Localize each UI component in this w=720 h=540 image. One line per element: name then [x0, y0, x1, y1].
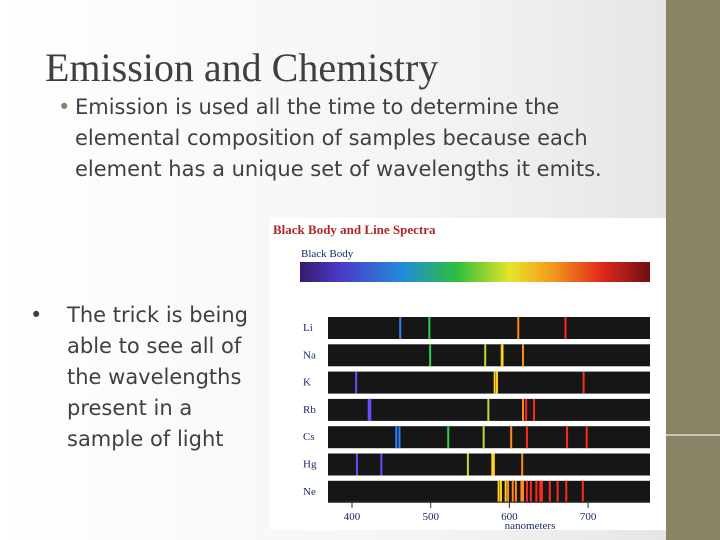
spectral-line	[517, 317, 520, 339]
spectral-line	[484, 344, 487, 367]
axis-tick-label: 600	[501, 511, 518, 523]
spectral-line	[565, 480, 568, 503]
spectral-line	[566, 426, 569, 449]
spectral-line	[429, 344, 432, 367]
spectra-figure: Black Body and Line Spectra Black Body L…	[270, 218, 666, 530]
spectral-line	[520, 480, 523, 503]
element-label: Ne	[303, 486, 316, 498]
black-body-spectrum	[300, 262, 650, 282]
spectral-line	[510, 426, 513, 449]
line-spectrum	[328, 371, 650, 394]
spectral-line	[525, 480, 528, 503]
spectral-line	[380, 453, 383, 476]
spectral-line	[585, 426, 588, 449]
spectral-line	[491, 453, 494, 476]
spectral-line	[507, 480, 510, 503]
spectral-line	[497, 480, 500, 503]
spectral-line	[487, 398, 490, 421]
spectral-line	[521, 344, 524, 367]
bullet-dot: •	[58, 95, 71, 119]
element-label: Cs	[303, 431, 315, 443]
axis-tick-label: 400	[344, 511, 361, 523]
slide-title: Emission and Chemistry	[45, 45, 439, 90]
spectral-line	[367, 398, 370, 421]
spectral-line	[499, 480, 502, 503]
spectral-line	[466, 453, 469, 476]
spectral-line	[581, 480, 584, 503]
spectral-line	[521, 453, 524, 476]
spectral-line	[525, 398, 528, 421]
spectral-line	[582, 371, 585, 394]
spectral-line	[369, 398, 372, 421]
bullet-text: Emission is used all the time to determi…	[75, 95, 602, 181]
spectral-line	[514, 480, 517, 503]
element-label: K	[303, 377, 311, 389]
spectral-line	[355, 453, 358, 476]
spectral-line	[501, 344, 504, 367]
spectral-line	[493, 371, 496, 394]
element-label: Hg	[303, 459, 317, 471]
axis-tick-label: 500	[422, 511, 439, 523]
line-spectrum	[328, 453, 650, 476]
line-spectrum	[328, 480, 650, 503]
line-spectrum	[328, 344, 650, 367]
spectral-line	[398, 426, 401, 449]
spectral-line	[525, 426, 528, 449]
axis-tick-label: 700	[580, 511, 597, 523]
spectral-line	[548, 480, 551, 503]
line-spectrum	[328, 317, 650, 339]
spectral-line	[504, 480, 507, 503]
bullet-text: The trick is being able to see all of th…	[67, 303, 248, 451]
spectral-line	[521, 398, 524, 421]
spectral-line	[556, 480, 559, 503]
spectral-line	[535, 480, 538, 503]
spectral-line	[539, 480, 542, 503]
spectral-line	[529, 480, 532, 503]
spectral-line	[482, 426, 485, 449]
spectral-line	[428, 317, 431, 339]
line-spectrum	[328, 426, 650, 449]
spectral-line	[447, 426, 450, 449]
spectral-line	[492, 453, 495, 476]
spectral-line	[399, 317, 402, 339]
axis-label: nanometers	[505, 520, 556, 530]
element-label: Li	[303, 322, 313, 334]
spectral-line	[355, 371, 358, 394]
spectral-line	[496, 371, 499, 394]
spectral-line	[395, 426, 398, 449]
bullet-dot: •	[30, 303, 43, 327]
spectral-line	[533, 398, 536, 421]
spectral-line	[511, 480, 514, 503]
black-body-label: Black Body	[301, 248, 354, 260]
spectral-line	[564, 317, 567, 339]
spectral-line	[540, 480, 543, 503]
figure-title: Black Body and Line Spectra	[273, 222, 436, 237]
element-label: Rb	[303, 404, 316, 416]
sidebar	[666, 0, 720, 540]
spectral-line	[521, 480, 524, 503]
sidebar-rule	[666, 434, 720, 436]
element-label: Na	[303, 349, 316, 361]
